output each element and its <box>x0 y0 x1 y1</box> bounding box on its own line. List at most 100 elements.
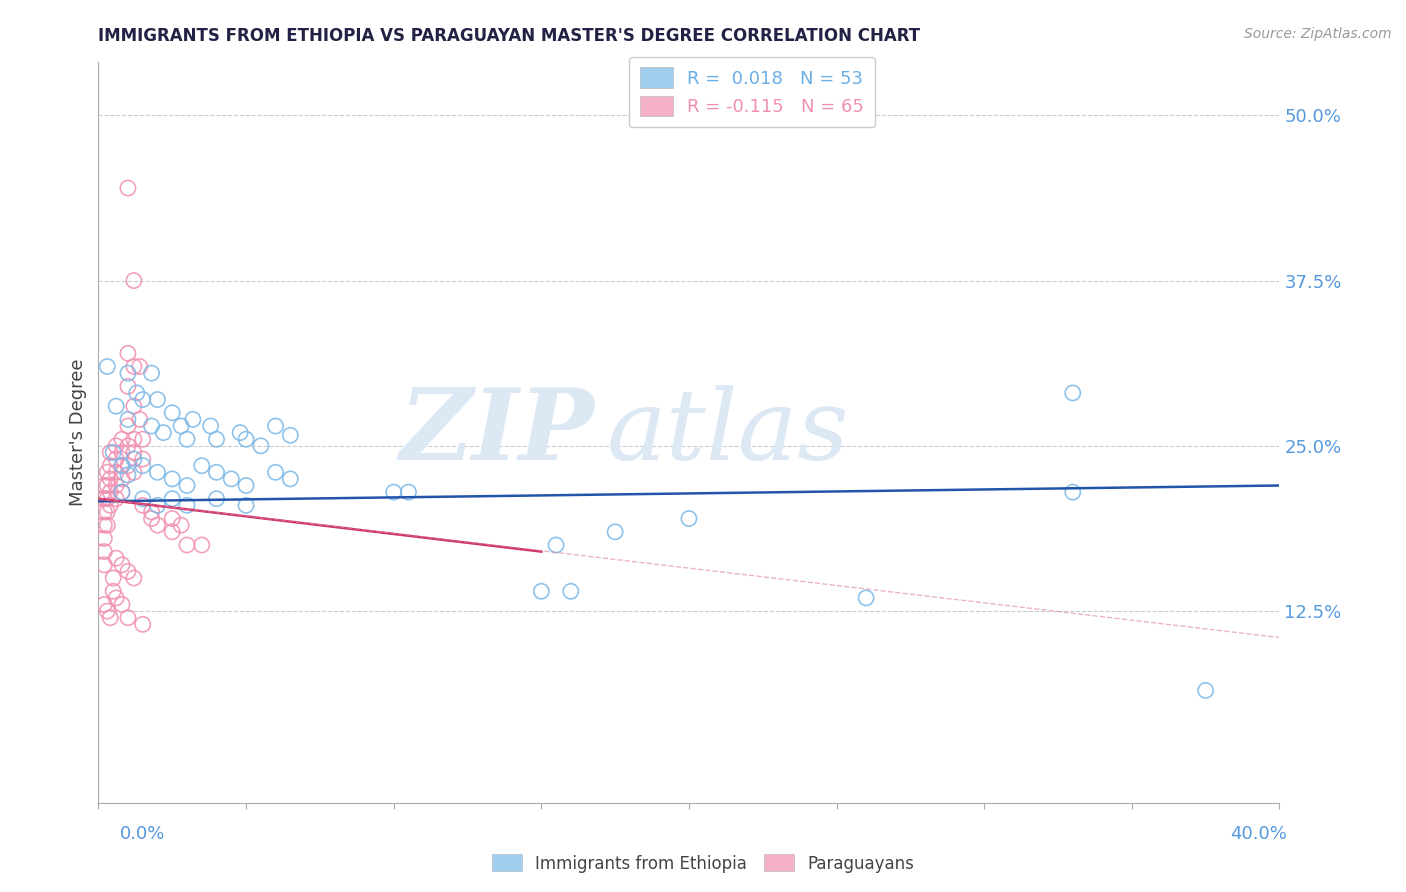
Point <box>96 491 118 506</box>
Point <box>111 432 134 446</box>
Point <box>678 511 700 525</box>
Point <box>250 439 273 453</box>
Point <box>122 359 145 374</box>
Point <box>98 458 121 473</box>
Point <box>191 538 214 552</box>
Point <box>128 359 150 374</box>
Point <box>105 452 128 467</box>
Point <box>93 505 115 519</box>
Point <box>170 518 193 533</box>
Point <box>96 465 118 479</box>
Point <box>117 412 139 426</box>
Point <box>398 485 420 500</box>
Point <box>105 591 128 605</box>
Point <box>205 491 228 506</box>
Point <box>132 452 155 467</box>
Point <box>162 472 183 486</box>
Point <box>111 458 134 473</box>
Text: atlas: atlas <box>606 385 849 480</box>
Point <box>132 617 155 632</box>
Point <box>105 478 128 492</box>
Point <box>176 432 198 446</box>
Point <box>221 472 243 486</box>
Point <box>117 346 139 360</box>
Point <box>132 491 155 506</box>
Point <box>117 467 139 482</box>
Point <box>229 425 252 440</box>
Point <box>98 485 121 500</box>
Point <box>141 505 163 519</box>
Point <box>117 458 139 473</box>
Point <box>855 591 877 605</box>
Point <box>530 584 553 599</box>
Point <box>280 428 302 442</box>
Point <box>125 386 148 401</box>
Point <box>98 499 121 513</box>
Point <box>93 558 115 572</box>
Point <box>122 571 145 585</box>
Point <box>103 584 125 599</box>
Point <box>162 406 183 420</box>
Point <box>117 379 139 393</box>
Point <box>264 419 287 434</box>
Point <box>235 478 257 492</box>
Point <box>1062 485 1084 500</box>
Point <box>205 432 228 446</box>
Point <box>176 478 198 492</box>
Point <box>93 532 115 546</box>
Point <box>605 524 627 539</box>
Point <box>105 491 128 506</box>
Point <box>205 465 228 479</box>
Point <box>264 465 287 479</box>
Point <box>98 472 121 486</box>
Point <box>96 604 118 618</box>
Point <box>98 611 121 625</box>
Point <box>141 419 163 434</box>
Text: ZIP: ZIP <box>399 384 595 481</box>
Point <box>93 544 115 558</box>
Text: Source: ZipAtlas.com: Source: ZipAtlas.com <box>1244 27 1392 41</box>
Point <box>162 524 183 539</box>
Point <box>117 419 139 434</box>
Point <box>280 472 302 486</box>
Point <box>103 445 125 459</box>
Point <box>1195 683 1218 698</box>
Point <box>132 432 155 446</box>
Point <box>235 432 257 446</box>
Legend: R =  0.018   N = 53, R = -0.115   N = 65: R = 0.018 N = 53, R = -0.115 N = 65 <box>630 57 875 128</box>
Point <box>141 511 163 525</box>
Point <box>111 472 134 486</box>
Point <box>111 445 134 459</box>
Point <box>117 565 139 579</box>
Legend: Immigrants from Ethiopia, Paraguayans: Immigrants from Ethiopia, Paraguayans <box>485 847 921 880</box>
Point <box>111 558 134 572</box>
Point <box>162 511 183 525</box>
Point <box>146 499 169 513</box>
Point <box>122 465 145 479</box>
Point <box>93 518 115 533</box>
Point <box>98 445 121 459</box>
Point <box>111 485 134 500</box>
Point <box>132 392 155 407</box>
Point <box>105 439 128 453</box>
Point <box>122 432 145 446</box>
Point <box>117 439 139 453</box>
Point <box>191 458 214 473</box>
Point <box>105 551 128 566</box>
Point <box>122 274 145 288</box>
Point <box>235 499 257 513</box>
Point <box>162 491 183 506</box>
Point <box>111 598 134 612</box>
Y-axis label: Master's Degree: Master's Degree <box>69 359 87 507</box>
Text: IMMIGRANTS FROM ETHIOPIA VS PARAGUAYAN MASTER'S DEGREE CORRELATION CHART: IMMIGRANTS FROM ETHIOPIA VS PARAGUAYAN M… <box>98 27 921 45</box>
Point <box>111 485 134 500</box>
Point <box>170 419 193 434</box>
Point <box>146 392 169 407</box>
Point <box>117 366 139 380</box>
Point <box>128 412 150 426</box>
Text: 40.0%: 40.0% <box>1230 825 1286 843</box>
Point <box>96 359 118 374</box>
Point <box>96 518 118 533</box>
Point <box>176 499 198 513</box>
Point <box>382 485 405 500</box>
